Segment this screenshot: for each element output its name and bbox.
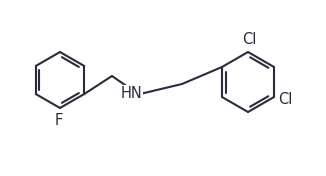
Text: F: F xyxy=(55,113,63,128)
Text: HN: HN xyxy=(120,86,142,102)
Text: Cl: Cl xyxy=(278,92,292,106)
Text: Cl: Cl xyxy=(242,32,256,47)
